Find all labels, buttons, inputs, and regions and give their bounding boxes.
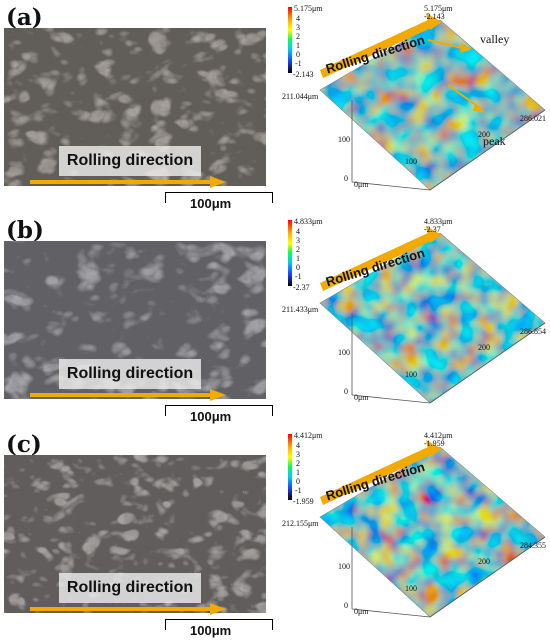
panel-label: (a) <box>6 4 43 31</box>
colorbar-tick: 4 <box>296 227 300 236</box>
micrograph-image: Rolling direction <box>4 28 266 186</box>
scale-bar-label: 100μm <box>190 623 232 638</box>
micrograph-texture <box>4 455 266 613</box>
topography-3d-map: 4.412μm 4 3 2 1 0 -1 -1.959 4.412μm -1.9… <box>280 427 550 640</box>
rolling-direction-label: Rolling direction <box>59 359 201 389</box>
colorbar-tick: -1 <box>295 272 302 281</box>
x-extent-label: 286.854 <box>520 327 546 336</box>
scale-bar-label: 100μm <box>190 196 232 211</box>
y-extent-label: 212.155μm <box>282 519 319 528</box>
colorbar-tick: 3 <box>296 450 300 459</box>
colorbar-tick: 4 <box>296 14 300 23</box>
valley-annotation: valley <box>480 32 510 46</box>
colorbar-tick: 1 <box>296 254 300 263</box>
colorbar-tick: -1.959 <box>293 497 314 506</box>
origin-label: 0μm <box>354 180 369 189</box>
rolling-direction-label: Rolling direction <box>59 146 201 176</box>
colorbar-tick: -2.37 <box>293 283 310 292</box>
micrograph-image: Rolling direction <box>4 241 266 399</box>
colorbar-tick: 0 <box>296 263 300 272</box>
colorbar-tick: -1 <box>295 486 302 495</box>
micrograph-image: Rolling direction <box>4 455 266 613</box>
y-extent-label: 211.044μm <box>282 92 319 101</box>
colorbar-tick: 4.833μm <box>294 217 323 226</box>
colorbar-tick: 4.412μm <box>294 431 323 440</box>
axis-tick: 200 <box>478 130 490 139</box>
axis-tick: 100 <box>338 562 350 571</box>
axis-tick: 100 <box>405 370 417 379</box>
axis-tick: 100 <box>405 157 417 166</box>
axis-tick: 100 <box>405 584 417 593</box>
corner-max: 4.833μm <box>424 217 453 226</box>
topography-surface <box>288 434 546 618</box>
topography-surface <box>288 7 546 191</box>
colorbar-tick: 2 <box>296 32 300 41</box>
corner-max: 4.412μm <box>424 431 453 440</box>
colorbar-tick: 0 <box>296 50 300 59</box>
corner-max: 5.175μm <box>424 4 453 13</box>
topography-surface <box>288 220 546 404</box>
colorbar-tick: 3 <box>296 236 300 245</box>
scale-bar <box>165 619 273 630</box>
colorbar-tick: -2.143 <box>293 70 314 79</box>
scale-bar <box>165 192 273 203</box>
corner-min: -2.143 <box>424 12 445 21</box>
panel-label: (c) <box>6 431 42 458</box>
axis-tick: 100 <box>338 348 350 357</box>
colorbar-tick: 0 <box>296 477 300 486</box>
rolling-direction-arrow <box>30 176 226 188</box>
origin-label: 0μm <box>354 607 369 616</box>
axis-tick: 100 <box>338 135 350 144</box>
rolling-direction-arrow <box>30 603 226 615</box>
colorbar-tick: 2 <box>296 459 300 468</box>
colorbar-tick: 1 <box>296 468 300 477</box>
scale-bar <box>165 405 273 416</box>
origin-y-label: 0 <box>344 601 348 610</box>
scale-bar-label: 100μm <box>190 409 232 424</box>
colorbar-tick: -1 <box>295 59 302 68</box>
x-extent-label: 284.355 <box>520 541 546 550</box>
origin-y-label: 0 <box>344 387 348 396</box>
origin-label: 0μm <box>354 393 369 402</box>
colorbar-tick: 4 <box>296 441 300 450</box>
rolling-direction-label: Rolling direction <box>59 573 201 603</box>
peak-annotation: peak <box>483 134 506 148</box>
colorbar-tick: 1 <box>296 41 300 50</box>
colorbar-tick: 3 <box>296 23 300 32</box>
rolling-direction-arrow <box>30 389 226 401</box>
corner-min: -2.37 <box>424 225 441 234</box>
axis-tick: 200 <box>478 557 490 566</box>
corner-min: -1.959 <box>424 439 445 448</box>
topography-3d-map: 4.833μm 4 3 2 1 0 -1 -2.37 4.833μm -2.37… <box>280 213 550 426</box>
origin-y-label: 0 <box>344 174 348 183</box>
x-extent-label: 286.021 <box>520 114 546 123</box>
axis-tick: 200 <box>478 343 490 352</box>
colorbar-tick: 2 <box>296 245 300 254</box>
panel-label: (b) <box>6 217 44 244</box>
colorbar-tick: 5.175μm <box>294 4 323 13</box>
y-extent-label: 211.433μm <box>282 305 319 314</box>
topography-3d-map: 5.175μm 4 3 2 1 0 -1 -2.143 5.175μm -2.1… <box>280 0 550 213</box>
